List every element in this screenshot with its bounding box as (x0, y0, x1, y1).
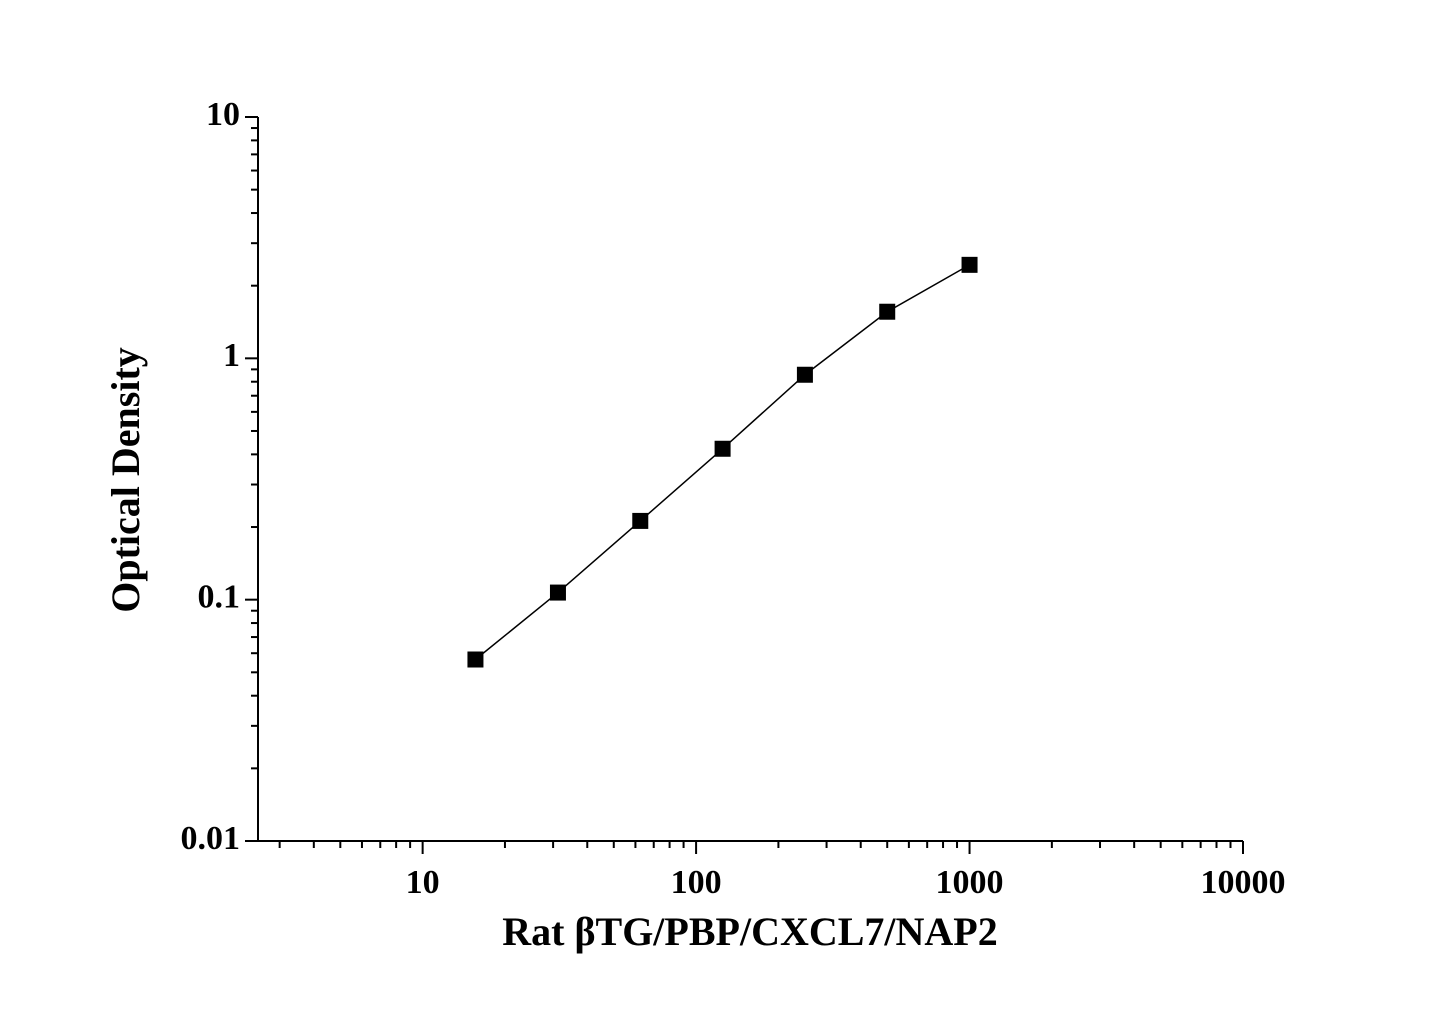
x-axis-title: Rat βTG/PBP/CXCL7/NAP2 (502, 909, 998, 954)
y-tick-label: 0.1 (198, 578, 241, 615)
data-point (632, 512, 649, 529)
y-tick-label: 0.01 (181, 820, 241, 857)
data-point (714, 440, 731, 457)
data-point (796, 366, 813, 383)
data-point (961, 256, 978, 273)
data-point (879, 303, 896, 320)
y-axis-title: Optical Density (103, 347, 148, 613)
x-tick-label: 100 (671, 864, 722, 901)
x-tick-label: 10000 (1201, 864, 1286, 901)
y-tick-label: 1 (223, 337, 240, 374)
x-tick-label: 10 (406, 864, 440, 901)
data-point (467, 651, 484, 668)
data-point (549, 584, 566, 601)
series-line (474, 264, 970, 661)
y-tick-label: 10 (206, 96, 240, 133)
x-tick-label: 1000 (936, 864, 1004, 901)
